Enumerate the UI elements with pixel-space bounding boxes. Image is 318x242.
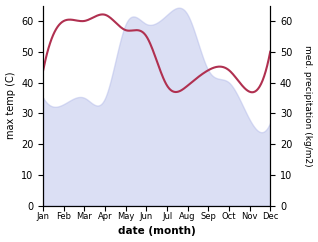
Y-axis label: max temp (C): max temp (C) <box>5 72 16 139</box>
X-axis label: date (month): date (month) <box>118 227 196 236</box>
Y-axis label: med. precipitation (kg/m2): med. precipitation (kg/m2) <box>303 45 313 166</box>
